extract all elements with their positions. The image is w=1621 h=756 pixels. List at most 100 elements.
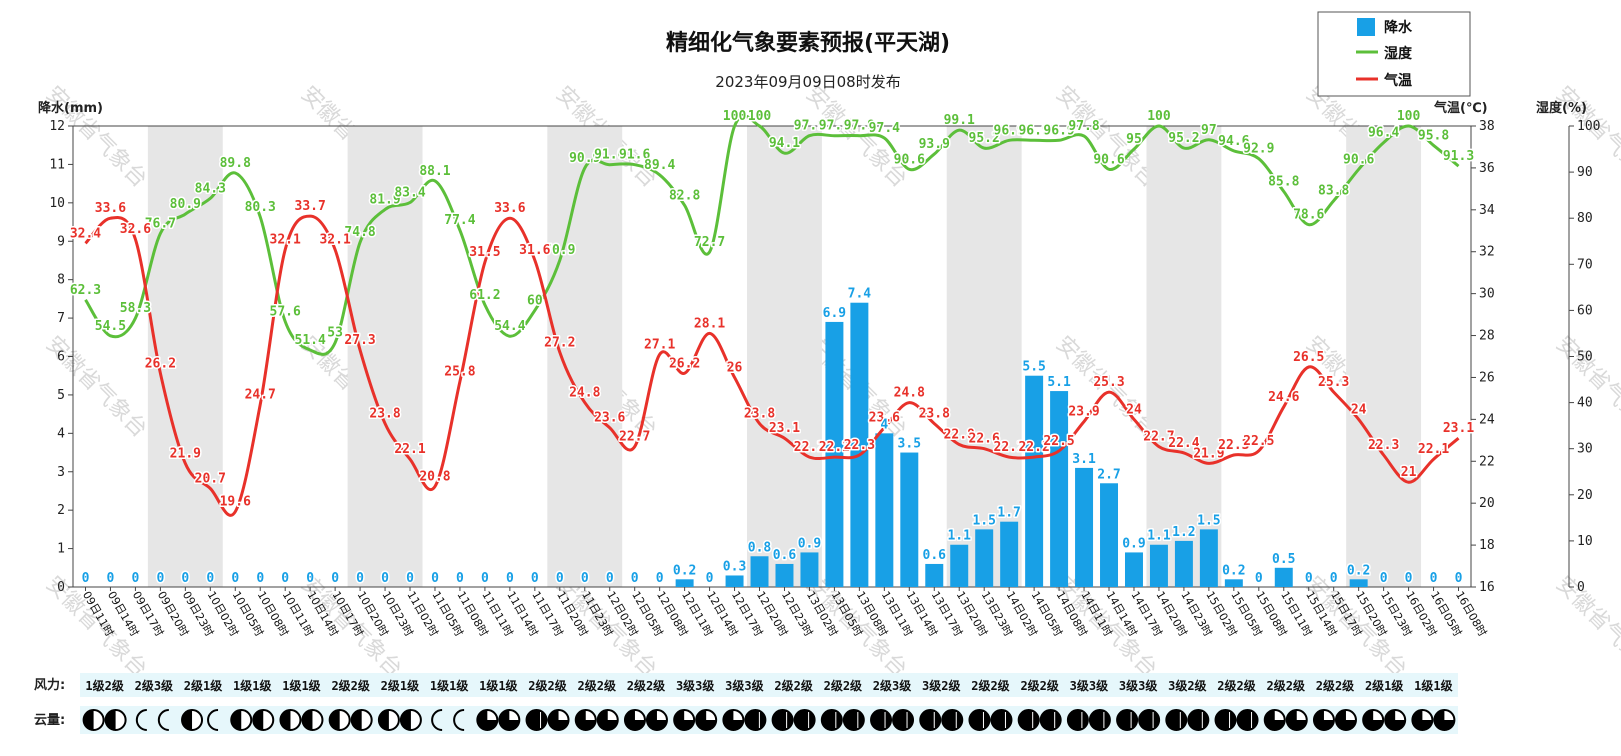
precip-data-label: 0 xyxy=(306,571,314,586)
temperature-data-label: 24.8 xyxy=(894,386,925,401)
cloud-icon-circle xyxy=(820,709,843,731)
precip-data-label: 0 xyxy=(206,571,214,586)
cloud-icon-fill xyxy=(329,710,340,730)
cloud-icon-fill xyxy=(723,710,744,730)
precip-bar xyxy=(750,556,769,587)
wind-value: 2级1级 xyxy=(184,678,222,693)
temperature-data-label: 23.8 xyxy=(919,407,950,422)
cloud-icon-circle xyxy=(1039,709,1062,731)
humidity-data-label: 80.3 xyxy=(245,200,276,215)
humidity-data-label: 90.6 xyxy=(1343,152,1374,167)
cloud-icon xyxy=(1138,709,1161,731)
temperature-data-label: 19.6 xyxy=(220,495,251,510)
legend-temp-label: 气温 xyxy=(1383,72,1412,89)
cloud-icon xyxy=(82,709,105,731)
cloud-icon xyxy=(695,709,718,731)
humidity-data-label: 95.2 xyxy=(1168,131,1199,146)
humidity-data-label: 91.6 xyxy=(594,148,625,163)
y-left-tick-label: 10 xyxy=(49,196,65,211)
precip-data-label: 0.2 xyxy=(673,563,696,578)
data-labels: 62.3 54.5 58.3 76.7 80.984.3 89.8 80.3 57.6 51.4… xyxy=(68,108,1476,588)
precip-data-label: 0 xyxy=(1455,571,1463,586)
precip-data-label: 1.5 xyxy=(972,513,995,528)
y-humidity-tick-label: 80 xyxy=(1577,211,1593,226)
y-left-tick-label: 8 xyxy=(57,273,65,288)
humidity-data-label: 100 xyxy=(723,109,747,124)
precip-data-label: 0.5 xyxy=(1272,552,1295,567)
temperature-data-label: 23.8 xyxy=(369,407,400,422)
y-humidity-tick-label: 90 xyxy=(1577,165,1593,180)
cloud-icon xyxy=(453,709,465,731)
cloud-icon-fill xyxy=(477,710,498,730)
temperature-data-label: 27.1 xyxy=(644,337,675,352)
precip-data-label: 0 xyxy=(381,571,389,586)
cloud-icon xyxy=(842,709,865,731)
precip-bar xyxy=(1174,540,1193,587)
cloud-icon xyxy=(377,709,400,731)
temperature-data-label: 22.2 xyxy=(994,440,1025,455)
humidity-data-label: 97.9 xyxy=(844,119,875,134)
humidity-data-label: 78.6 xyxy=(1293,208,1324,223)
temperature-data-label: 23.6 xyxy=(869,411,900,426)
cloud-icon xyxy=(279,709,302,731)
cloud-icon xyxy=(1285,709,1308,731)
humidity-data-label: 54.5 xyxy=(95,319,126,334)
cloud-icon xyxy=(350,709,373,731)
cloud-icon xyxy=(596,709,619,731)
wind-value: 2级2级 xyxy=(824,678,862,693)
humidity-data-label: 53 xyxy=(327,326,343,341)
precip-bar xyxy=(1199,529,1218,587)
temperature-data-label: 22.2 xyxy=(819,440,850,455)
y-humidity-tick-label: 0 xyxy=(1577,580,1585,595)
temperature-data-label: 23.6 xyxy=(594,411,625,426)
temperature-data-label: 26.2 xyxy=(669,356,700,371)
y-temp-tick-label: 26 xyxy=(1479,370,1495,385)
cloud-icon xyxy=(1384,709,1407,731)
humidity-data-label: 97 xyxy=(1201,123,1217,138)
y-temp-tick-label: 20 xyxy=(1479,496,1495,511)
watermark-text: 安徽省气象台 xyxy=(41,82,152,193)
cloud-icon xyxy=(230,709,253,731)
watermark-text: 安徽省气象台 xyxy=(1551,332,1621,443)
cloud-icon-circle xyxy=(744,709,767,731)
precip-data-label: 0 xyxy=(1380,571,1388,586)
precip-data-label: 0.2 xyxy=(1222,563,1245,578)
humidity-data-label: 84.3 xyxy=(195,181,226,196)
wind-value: 2级2级 xyxy=(528,678,566,693)
precip-bars xyxy=(675,302,1368,587)
precip-data-label: 0 xyxy=(231,571,239,586)
wind-value: 3级3级 xyxy=(676,678,714,693)
humidity-data-label: 83.8 xyxy=(1318,184,1349,199)
cloud-icon-fill xyxy=(378,710,389,730)
cloud-icon xyxy=(968,709,991,731)
cloud-icon xyxy=(1066,709,1089,731)
cloud-icon xyxy=(870,709,893,731)
legend-precip-swatch xyxy=(1357,18,1375,36)
precip-bar xyxy=(800,552,819,587)
cloud-icon-circle xyxy=(919,709,942,731)
cloud-icon-circle xyxy=(1138,709,1161,731)
temperature-data-label: 33.6 xyxy=(494,201,525,216)
humidity-data-label: 61.2 xyxy=(469,288,500,303)
temperature-data-label: 21.9 xyxy=(170,446,201,461)
wind-value: 1级1级 xyxy=(479,678,517,693)
precip-bar xyxy=(825,321,844,587)
temperature-data-label: 22.4 xyxy=(1168,436,1199,451)
precip-data-label: 0.9 xyxy=(798,536,821,551)
humidity-data-label: 90.6 xyxy=(1093,152,1124,167)
temperature-data-label: 24 xyxy=(1351,402,1367,417)
precip-data-label: 0 xyxy=(606,571,614,586)
cloud-icon-circle xyxy=(793,709,816,731)
humidity-data-label: 92.9 xyxy=(1243,142,1274,157)
humidity-data-label: 89.4 xyxy=(644,158,675,173)
precip-bar xyxy=(775,563,794,587)
y-left-tick-label: 4 xyxy=(57,426,65,441)
cloud-icon xyxy=(498,709,521,731)
y-humidity-tick-label: 30 xyxy=(1577,442,1593,457)
cloud-icon xyxy=(157,709,169,731)
temperature-data-label: 26 xyxy=(727,360,743,375)
cloud-icon xyxy=(207,709,219,731)
temperature-data-label: 23.1 xyxy=(1443,421,1474,436)
precip-data-label: 0 xyxy=(356,571,364,586)
humidity-data-label: 81.9 xyxy=(369,192,400,207)
